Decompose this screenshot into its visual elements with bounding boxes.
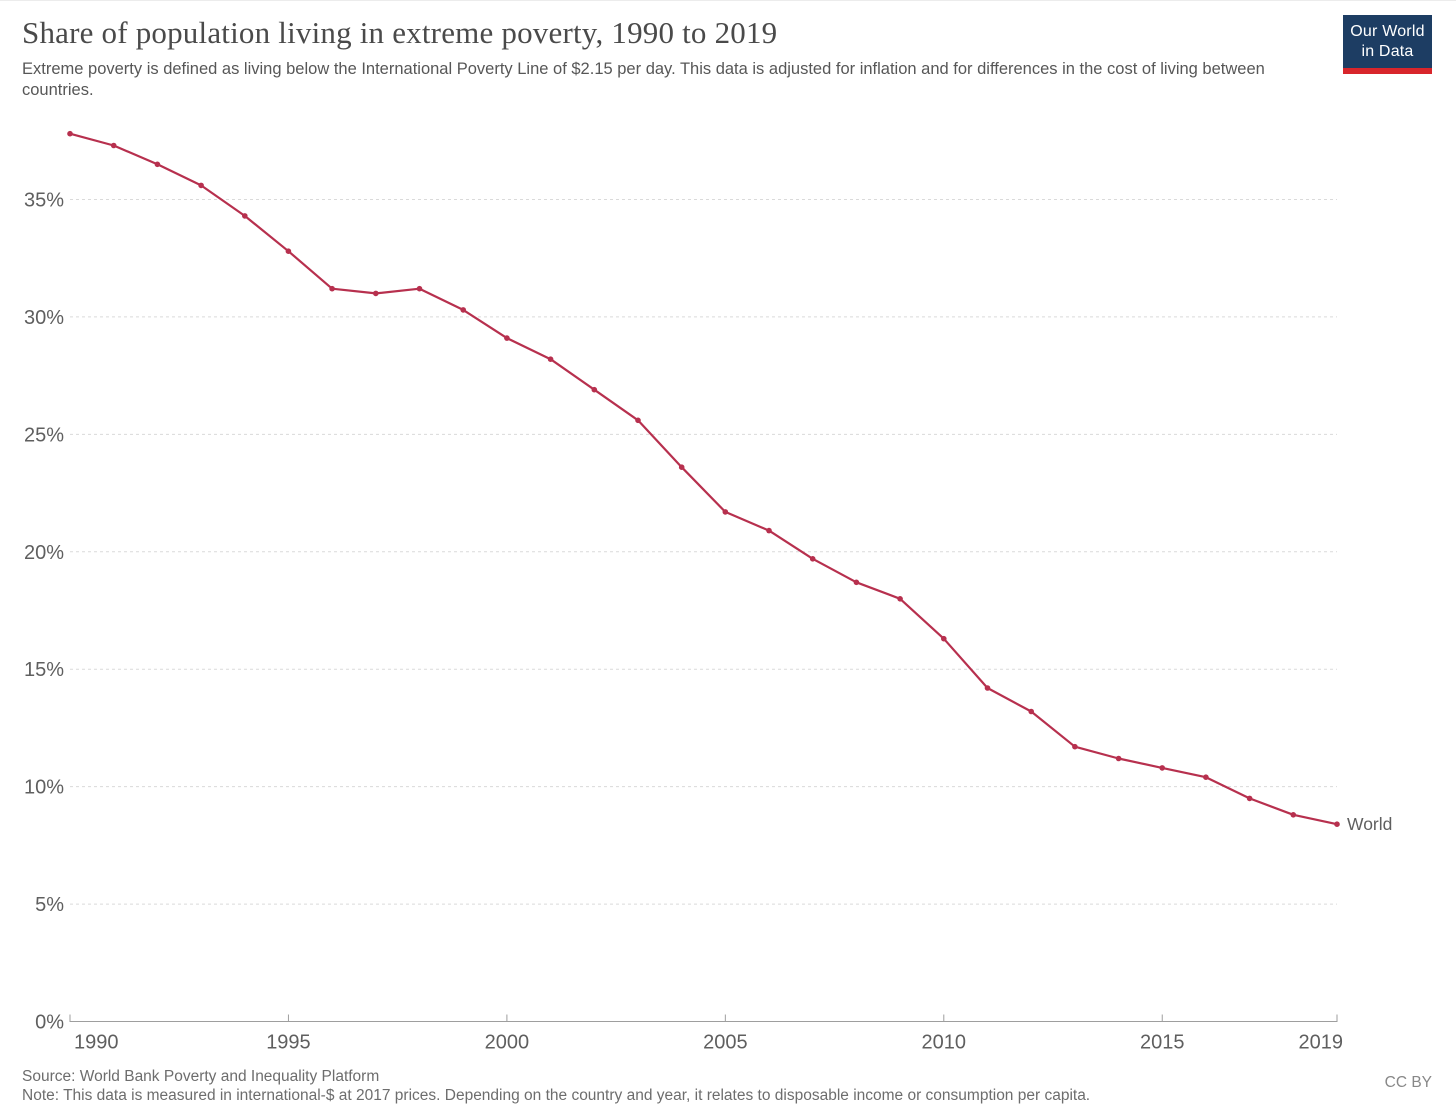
data-point[interactable] bbox=[547, 356, 554, 363]
y-axis-label: 25% bbox=[24, 424, 64, 446]
data-point[interactable] bbox=[984, 685, 991, 691]
page-title: Share of population living in extreme po… bbox=[22, 15, 778, 50]
data-point[interactable] bbox=[722, 509, 729, 515]
data-point[interactable] bbox=[154, 161, 161, 168]
chart-footer: Source: World Bank Poverty and Inequalit… bbox=[22, 1067, 1432, 1106]
data-point[interactable] bbox=[285, 248, 292, 254]
chart-line-world[interactable] bbox=[68, 132, 1339, 826]
data-point[interactable] bbox=[373, 290, 379, 297]
data-point[interactable] bbox=[1072, 743, 1078, 750]
license-badge[interactable]: CC BY bbox=[1384, 1074, 1432, 1091]
source-note: Source: World Bank Poverty and Inequalit… bbox=[22, 1068, 380, 1085]
title-block: Share of population living in extreme po… bbox=[22, 15, 1343, 102]
x-axis-label: 1990 bbox=[74, 1032, 119, 1054]
x-axis-label: 2000 bbox=[485, 1032, 530, 1054]
data-point[interactable] bbox=[897, 596, 903, 602]
data-point[interactable] bbox=[1246, 795, 1253, 802]
data-point[interactable] bbox=[678, 464, 685, 471]
data-point[interactable] bbox=[591, 386, 598, 393]
data-point[interactable] bbox=[1028, 708, 1034, 715]
data-note: Note: This data is measured in internati… bbox=[22, 1087, 1091, 1105]
x-axis-label: 2005 bbox=[703, 1032, 748, 1054]
data-point[interactable] bbox=[766, 527, 772, 534]
data-point[interactable] bbox=[416, 285, 423, 292]
y-axis-label: 0% bbox=[35, 1012, 64, 1034]
data-point[interactable] bbox=[67, 130, 73, 137]
x-axis-label: 1995 bbox=[266, 1032, 311, 1054]
data-point[interactable] bbox=[329, 285, 335, 292]
y-axis-label: 30% bbox=[24, 307, 64, 329]
data-point[interactable] bbox=[1159, 765, 1165, 771]
data-point[interactable] bbox=[1203, 774, 1209, 780]
y-axis-label: 15% bbox=[24, 659, 64, 681]
data-point[interactable] bbox=[1115, 755, 1122, 762]
data-point[interactable] bbox=[941, 635, 947, 642]
data-point[interactable] bbox=[460, 307, 467, 313]
x-axis-label: 2015 bbox=[1140, 1032, 1185, 1054]
data-point[interactable] bbox=[242, 213, 248, 219]
y-axis-label: 10% bbox=[24, 777, 64, 799]
y-axis-label: 5% bbox=[35, 894, 64, 916]
y-axis-label: 35% bbox=[24, 189, 64, 211]
data-point[interactable] bbox=[110, 142, 117, 149]
owid-logo-line1: Our World bbox=[1350, 23, 1425, 40]
series-end-label[interactable]: World bbox=[1347, 814, 1392, 834]
data-point[interactable] bbox=[635, 417, 641, 424]
footer-notes: Source: World Bank Poverty and Inequalit… bbox=[22, 1067, 1090, 1106]
x-axis-label: 2010 bbox=[922, 1032, 967, 1054]
data-point[interactable] bbox=[1334, 821, 1340, 827]
data-point[interactable] bbox=[853, 579, 860, 586]
chart-header: Share of population living in extreme po… bbox=[22, 15, 1432, 102]
data-point[interactable] bbox=[504, 335, 510, 341]
owid-logo-line2: in Data bbox=[1361, 43, 1414, 60]
y-axis-label: 20% bbox=[24, 542, 64, 564]
x-axis-label: 2019 bbox=[1299, 1032, 1344, 1054]
data-point[interactable] bbox=[1290, 812, 1297, 818]
data-point[interactable] bbox=[809, 556, 816, 562]
chart-subtitle: Extreme poverty is defined as living bel… bbox=[22, 59, 1265, 100]
owid-logo[interactable]: Our World in Data bbox=[1343, 15, 1432, 74]
data-point[interactable] bbox=[198, 182, 204, 189]
